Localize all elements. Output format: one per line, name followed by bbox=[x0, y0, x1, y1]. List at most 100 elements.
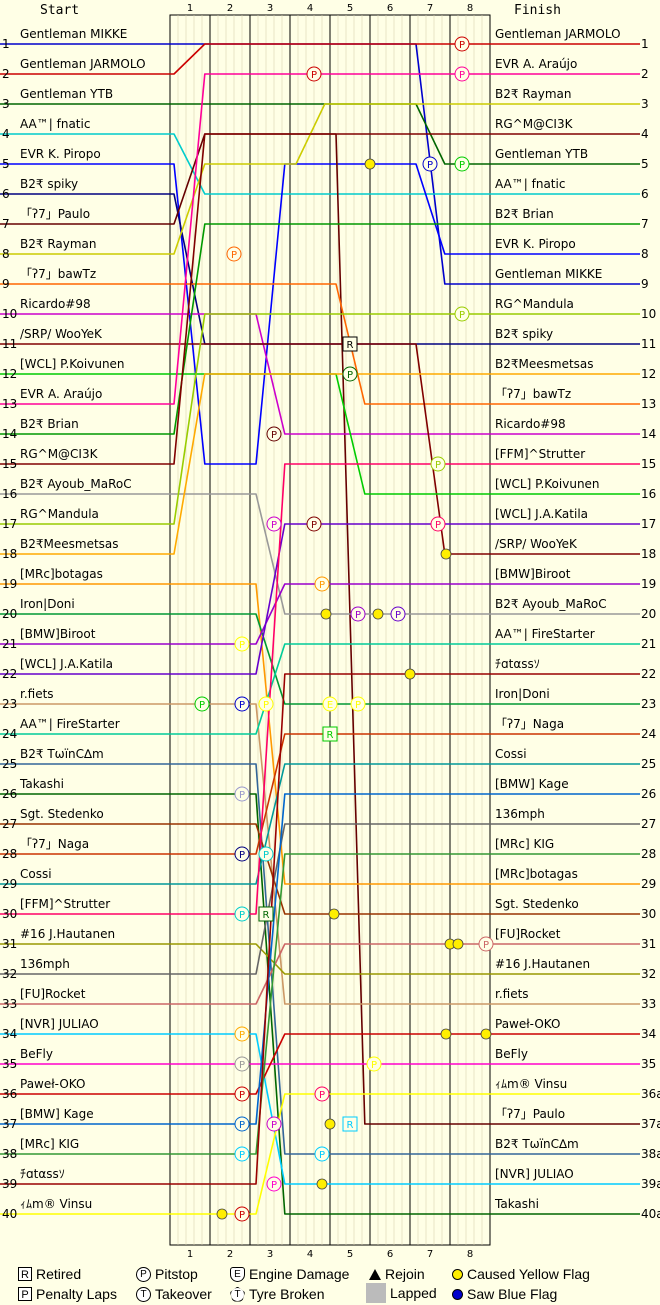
position-number-right: 27 bbox=[641, 817, 656, 831]
finish-driver-label: 「ʔ7」Paulo bbox=[495, 1107, 565, 1121]
position-number-right: 17 bbox=[641, 517, 656, 531]
lap-label-bottom: 3 bbox=[267, 1249, 273, 1260]
finish-driver-label: B2₹ Brian bbox=[495, 207, 554, 221]
pitstop-marker bbox=[454, 36, 470, 52]
driver-line bbox=[0, 853, 640, 1155]
yellow-flag-marker bbox=[320, 608, 332, 620]
driver-line bbox=[0, 763, 640, 1155]
pitstop-marker bbox=[366, 1056, 382, 1072]
driver-line bbox=[0, 1093, 640, 1215]
yellow-flag-marker bbox=[328, 908, 340, 920]
position-number-left: 19 bbox=[2, 577, 17, 591]
position-number-right: 26 bbox=[641, 787, 656, 801]
legend-lapped-label: Lapped bbox=[390, 1285, 437, 1301]
legend-engine-label: Engine Damage bbox=[249, 1266, 350, 1282]
position-number-right: 15 bbox=[641, 457, 656, 471]
legend-pitstop: P Pitstop bbox=[136, 1266, 198, 1282]
finish-driver-label: [NVR] JULIAO bbox=[495, 1167, 574, 1181]
driver-line bbox=[0, 493, 640, 615]
start-driver-label: Paweł-OKO bbox=[20, 1077, 85, 1091]
marker-letter: P bbox=[355, 700, 361, 711]
driver-line bbox=[0, 103, 640, 255]
start-driver-label: AA™| FireStarter bbox=[20, 717, 120, 731]
engine-damage-icon: E bbox=[230, 1266, 245, 1282]
pitstop-marker bbox=[234, 1206, 250, 1222]
yellow-flag-marker bbox=[316, 1178, 328, 1190]
start-driver-label: [MRc]botagas bbox=[20, 567, 103, 581]
start-driver-label: 「ʔ7」Paulo bbox=[20, 207, 90, 221]
position-number-left: 25 bbox=[2, 757, 17, 771]
driver-line bbox=[0, 43, 640, 75]
legend-rejoin-label: Rejoin bbox=[385, 1266, 425, 1282]
yellow-flag-marker bbox=[404, 668, 416, 680]
finish-driver-label: Cossi bbox=[495, 747, 527, 761]
start-driver-label: B2₹ Rayman bbox=[20, 237, 97, 251]
lap-label-bottom: 7 bbox=[427, 1249, 433, 1260]
header-finish: Finish bbox=[514, 3, 561, 18]
start-driver-label: /SRP/ WooYeK bbox=[20, 327, 103, 341]
start-driver-label: [MRc] KIG bbox=[20, 1137, 79, 1151]
driver-line bbox=[0, 223, 640, 435]
position-number-left: 20 bbox=[2, 607, 17, 621]
driver-line bbox=[0, 1033, 640, 1185]
start-driver-label: [BMW]Biroot bbox=[20, 627, 96, 641]
driver-line bbox=[0, 673, 640, 1185]
finish-driver-label: Iron|Doni bbox=[495, 687, 550, 701]
marker-letter: P bbox=[271, 520, 277, 531]
retired-marker bbox=[258, 906, 274, 922]
legend-pitstop-label: Pitstop bbox=[155, 1266, 198, 1282]
position-number-right: 40a bbox=[641, 1207, 660, 1221]
position-number-left: 33 bbox=[2, 997, 17, 1011]
marker-letter: P bbox=[199, 700, 205, 711]
position-number-left: 10 bbox=[2, 307, 17, 321]
finish-driver-label: [FFM]^Strutter bbox=[495, 447, 585, 461]
marker-letter: P bbox=[239, 1120, 245, 1131]
pitstop-marker bbox=[234, 636, 250, 652]
lap-label-bottom: 2 bbox=[227, 1249, 233, 1260]
marker-letter: P bbox=[311, 520, 317, 531]
position-number-right: 10 bbox=[641, 307, 656, 321]
position-number-right: 32 bbox=[641, 967, 656, 981]
position-number-right: 21 bbox=[641, 637, 656, 651]
retired-marker-letter: R bbox=[327, 730, 334, 741]
marker-letter: P bbox=[319, 580, 325, 591]
marker-letter: P bbox=[319, 1090, 325, 1101]
legend-yellow-label: Caused Yellow Flag bbox=[467, 1266, 590, 1282]
position-number-right: 8 bbox=[641, 247, 649, 261]
start-driver-label: Cossi bbox=[20, 867, 52, 881]
lap-label-top: 5 bbox=[347, 3, 353, 14]
driver-line bbox=[0, 763, 640, 885]
position-number-left: 35 bbox=[2, 1057, 17, 1071]
lap-label-top: 7 bbox=[427, 3, 433, 14]
finish-driver-label: B2₹Meesmetsas bbox=[495, 357, 594, 371]
position-number-right: 23 bbox=[641, 697, 656, 711]
finish-driver-label: ｨﾑm® Vinsu bbox=[495, 1077, 567, 1091]
pitstop-marker bbox=[234, 1086, 250, 1102]
marker-letter: P bbox=[263, 700, 269, 711]
marker-letter: P bbox=[459, 310, 465, 321]
start-driver-label: [FFM]^Strutter bbox=[20, 897, 110, 911]
position-number-left: 32 bbox=[2, 967, 17, 981]
position-number-left: 31 bbox=[2, 937, 17, 951]
finish-driver-label: Sgt. Stedenko bbox=[495, 897, 579, 911]
pitstop-marker bbox=[422, 156, 438, 172]
pitstop-marker bbox=[266, 1176, 282, 1192]
yellow-flag-marker bbox=[364, 158, 376, 170]
position-number-left: 29 bbox=[2, 877, 17, 891]
start-driver-label: 136mph bbox=[20, 957, 70, 971]
yellow-flag-marker bbox=[372, 608, 384, 620]
marker-letter: P bbox=[239, 850, 245, 861]
pitstop-marker bbox=[314, 576, 330, 592]
lapped-icon bbox=[366, 1283, 386, 1303]
start-driver-label: Gentleman MIKKE bbox=[20, 27, 127, 41]
start-driver-label: RG^Mandula bbox=[20, 507, 99, 521]
marker-letter: P bbox=[483, 940, 489, 951]
driver-line bbox=[0, 1033, 640, 1095]
marker-letter: P bbox=[263, 850, 269, 861]
start-driver-label: Iron|Doni bbox=[20, 597, 75, 611]
marker-letter: P bbox=[231, 250, 237, 261]
retired-marker-letter: R bbox=[347, 1120, 354, 1131]
position-number-left: 11 bbox=[2, 337, 17, 351]
pitstop-marker bbox=[306, 66, 322, 82]
start-driver-label: Takashi bbox=[19, 777, 64, 791]
